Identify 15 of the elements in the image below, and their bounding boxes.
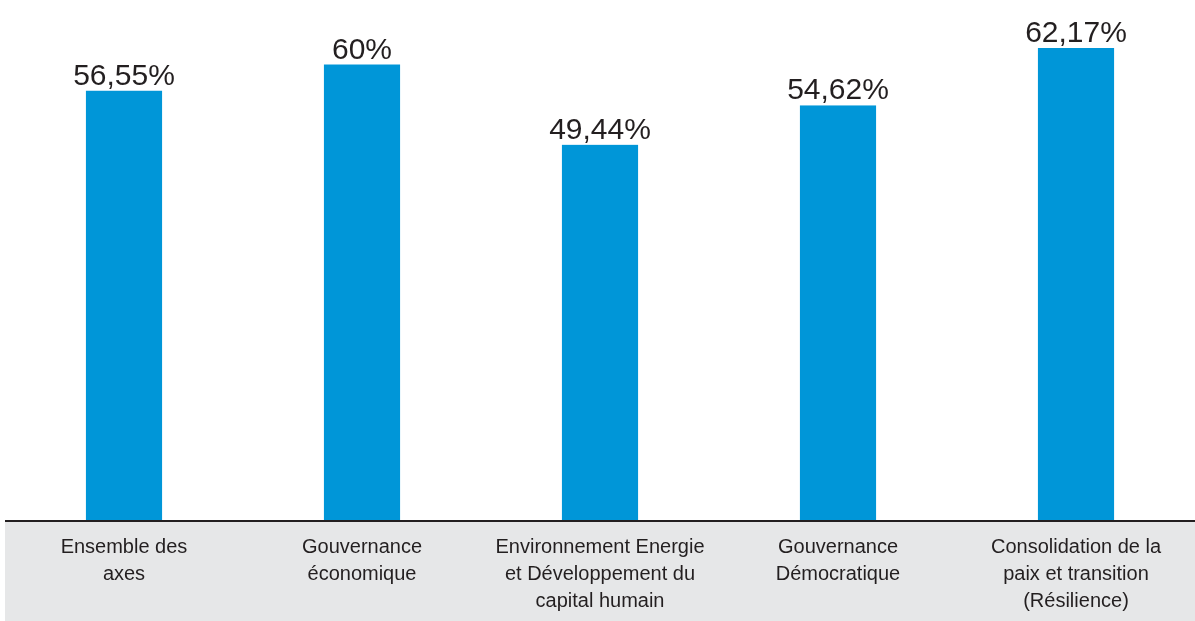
bar [561,144,639,521]
data-label: 60% [331,31,393,65]
bar [799,105,877,521]
data-label: 49,44% [549,111,651,145]
x-tick-label: Consolidation de la paix et transition (Résilience) [990,535,1162,611]
x-tick-label: Ensemble des axes [60,535,188,584]
bar [85,90,163,521]
data-label: 62,17% [1025,15,1127,48]
x-tick-label: Gouvernance Démocratique [775,535,901,584]
x-tick-label: Environnement Energie et Développement du capital humain [495,535,705,611]
data-label: 56,55% [73,57,175,91]
data-label: 54,62% [787,72,889,106]
bar [323,64,401,521]
x-tick-label: Gouvernance économique [301,535,423,584]
bar [1037,48,1115,521]
